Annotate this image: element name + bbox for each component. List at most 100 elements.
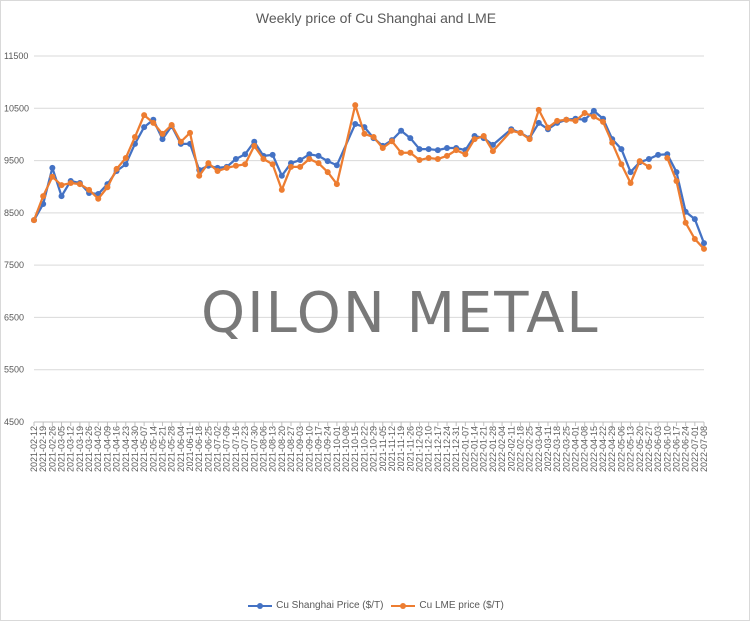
data-point-0: [489, 141, 496, 148]
data-point-1: [544, 124, 551, 131]
legend-label: Cu Shanghai Price ($/T): [276, 600, 384, 611]
data-point-0: [269, 151, 276, 158]
x-tick-label: 2021-04-30: [130, 426, 140, 472]
data-point-0: [407, 135, 414, 142]
chart-title: Weekly price of Cu Shanghai and LME: [255, 10, 497, 26]
data-point-0: [315, 152, 322, 159]
data-point-1: [453, 147, 460, 154]
y-tick-label: 6500: [4, 312, 24, 322]
legend-item-lme: Cu LME price ($/T): [391, 600, 504, 611]
data-point-1: [251, 142, 258, 149]
x-tick-label: 2021-09-17: [314, 426, 324, 472]
data-point-1: [67, 180, 74, 187]
x-tick-label: 2021-08-06: [258, 426, 268, 472]
data-point-0: [673, 169, 680, 176]
x-tick-label: 2021-10-08: [341, 426, 351, 472]
x-tick-label: 2022-04-01: [571, 426, 581, 472]
y-tick-label: 9500: [4, 156, 24, 166]
x-tick-label: 2022-02-25: [525, 426, 535, 472]
data-point-0: [297, 157, 304, 164]
data-point-0: [590, 107, 597, 114]
x-tick-label: 2022-02-18: [515, 426, 525, 472]
data-point-0: [49, 164, 56, 171]
x-tick-label: 2021-05-28: [167, 426, 177, 472]
x-tick-label: 2021-11-26: [405, 426, 415, 471]
y-tick-label: 10500: [4, 103, 29, 113]
data-point-1: [40, 193, 47, 200]
x-tick-label: 2021-09-10: [304, 426, 314, 472]
x-tick-label: 2022-06-17: [671, 426, 681, 472]
data-point-1: [600, 118, 607, 125]
x-tick-label: 2021-11-19: [396, 426, 406, 471]
x-tick-label: 2022-03-25: [561, 426, 571, 472]
x-tick-label: 2021-08-13: [268, 426, 278, 472]
x-tick-label: 2021-10-29: [369, 426, 379, 472]
y-tick-label: 8500: [4, 208, 24, 218]
legend: Cu Shanghai Price ($/T) Cu LME price ($/…: [1, 600, 749, 611]
x-tick-label: 2021-07-23: [240, 426, 250, 472]
x-tick-label: 2021-12-31: [451, 426, 461, 472]
x-tick-label: 2021-12-24: [442, 426, 452, 472]
y-tick-label: 7500: [4, 260, 24, 270]
x-tick-label: 2022-03-04: [534, 426, 544, 472]
x-tick-label: 2021-12-10: [424, 426, 434, 472]
data-point-0: [333, 162, 340, 169]
data-point-1: [701, 245, 707, 252]
x-tick-label: 2021-10-01: [332, 426, 342, 472]
x-tick-label: 2021-02-12: [29, 426, 39, 472]
data-point-1: [407, 149, 414, 156]
x-tick-label: 2022-04-29: [607, 426, 617, 472]
legend-marker-icon: [391, 601, 416, 611]
data-point-0: [398, 127, 405, 134]
data-point-0: [618, 146, 625, 153]
data-point-1: [517, 129, 524, 136]
data-point-0: [159, 136, 166, 143]
x-tick-label: 2021-12-03: [414, 426, 424, 472]
data-point-1: [214, 168, 221, 175]
x-tick-label: 2021-02-26: [47, 426, 57, 472]
data-point-0: [416, 146, 423, 153]
data-point-0: [251, 138, 258, 145]
legend-item-shanghai: Cu Shanghai Price ($/T): [248, 600, 383, 611]
data-point-1: [645, 163, 652, 170]
data-point-1: [122, 154, 129, 161]
data-point-1: [324, 169, 331, 176]
data-point-1: [150, 119, 157, 126]
data-point-1: [232, 162, 239, 169]
data-point-1: [269, 161, 276, 168]
data-point-0: [141, 124, 148, 131]
data-point-0: [444, 145, 451, 152]
data-point-1: [572, 117, 579, 124]
data-point-1: [682, 219, 689, 226]
data-point-1: [563, 116, 570, 123]
x-tick-label: 2021-11-05: [378, 426, 388, 471]
x-tick-label: 2022-05-06: [616, 426, 626, 472]
x-tick-label: 2021-06-18: [194, 426, 204, 472]
x-tick-label: 2022-05-13: [626, 426, 636, 472]
data-point-0: [324, 158, 331, 165]
data-point-1: [113, 165, 120, 172]
x-tick-label: 2021-07-02: [213, 426, 223, 472]
x-tick-label: 2021-06-11: [185, 426, 195, 471]
data-point-0: [627, 169, 634, 176]
y-tick-label: 4500: [4, 417, 24, 427]
data-point-1: [306, 156, 313, 163]
data-point-1: [131, 134, 138, 141]
x-tick-label: 2021-03-26: [84, 426, 94, 472]
data-point-1: [388, 138, 395, 145]
x-tick-label: 2021-09-03: [295, 426, 305, 472]
x-tick-label: 2022-04-08: [580, 426, 590, 472]
x-tick-label: 2021-04-02: [93, 426, 103, 472]
data-point-1: [352, 102, 359, 109]
data-point-0: [58, 193, 65, 200]
x-tick-label: 2022-06-03: [653, 426, 663, 472]
x-tick-label: 2021-07-30: [249, 426, 259, 472]
data-point-1: [691, 236, 698, 242]
data-point-1: [416, 157, 423, 164]
data-point-0: [122, 161, 129, 168]
x-tick-label: 2022-07-01: [690, 426, 700, 472]
data-point-0: [655, 151, 662, 158]
data-point-1: [609, 139, 616, 146]
legend-label: Cu LME price ($/T): [419, 600, 504, 611]
